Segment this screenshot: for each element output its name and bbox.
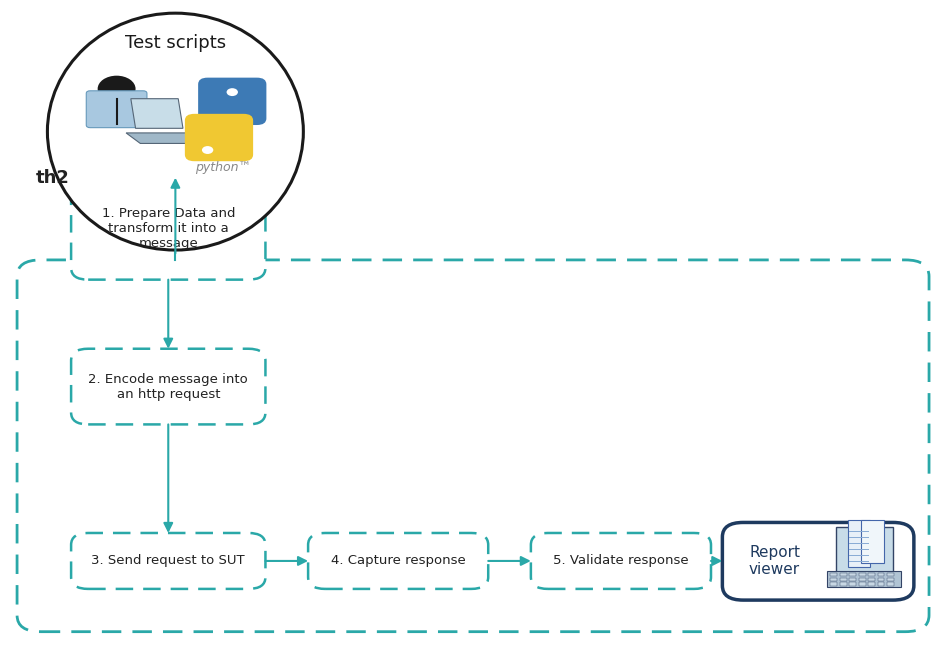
FancyBboxPatch shape [722, 522, 914, 600]
FancyBboxPatch shape [859, 578, 866, 581]
FancyBboxPatch shape [531, 533, 711, 589]
FancyBboxPatch shape [849, 573, 856, 576]
FancyBboxPatch shape [868, 582, 875, 586]
FancyBboxPatch shape [849, 578, 856, 581]
FancyBboxPatch shape [840, 578, 847, 581]
FancyBboxPatch shape [836, 527, 893, 572]
FancyBboxPatch shape [71, 533, 265, 589]
FancyBboxPatch shape [830, 578, 837, 581]
FancyBboxPatch shape [71, 178, 265, 280]
FancyBboxPatch shape [840, 582, 847, 586]
FancyBboxPatch shape [840, 573, 847, 576]
FancyBboxPatch shape [887, 582, 894, 586]
FancyBboxPatch shape [830, 582, 837, 586]
Text: 4. Capture response: 4. Capture response [331, 555, 465, 567]
FancyBboxPatch shape [878, 573, 884, 576]
FancyBboxPatch shape [71, 349, 265, 424]
FancyBboxPatch shape [827, 571, 901, 587]
FancyBboxPatch shape [868, 573, 875, 576]
FancyBboxPatch shape [887, 573, 894, 576]
FancyBboxPatch shape [849, 582, 856, 586]
FancyBboxPatch shape [198, 78, 266, 125]
Text: python™: python™ [194, 161, 251, 174]
Text: 2. Encode message into
an http request: 2. Encode message into an http request [88, 372, 248, 401]
FancyBboxPatch shape [859, 582, 866, 586]
Text: th2: th2 [36, 168, 70, 187]
Circle shape [98, 76, 136, 102]
Text: 1. Prepare Data and
transform it into a
message: 1. Prepare Data and transform it into a … [101, 207, 235, 250]
Text: 5. Validate response: 5. Validate response [553, 555, 689, 567]
Polygon shape [126, 133, 202, 143]
Text: Test scripts: Test scripts [125, 34, 226, 52]
Text: 3. Send request to SUT: 3. Send request to SUT [91, 555, 246, 567]
Circle shape [227, 88, 238, 96]
Circle shape [202, 146, 213, 154]
FancyBboxPatch shape [868, 578, 875, 581]
FancyBboxPatch shape [848, 520, 870, 567]
Polygon shape [131, 99, 183, 128]
FancyBboxPatch shape [878, 582, 884, 586]
FancyBboxPatch shape [887, 578, 894, 581]
FancyBboxPatch shape [830, 573, 837, 576]
FancyBboxPatch shape [859, 573, 866, 576]
FancyBboxPatch shape [308, 533, 488, 589]
FancyBboxPatch shape [861, 520, 884, 563]
Ellipse shape [47, 13, 303, 250]
Text: Report
viewer: Report viewer [749, 545, 800, 578]
FancyBboxPatch shape [878, 578, 884, 581]
FancyBboxPatch shape [17, 260, 929, 632]
FancyBboxPatch shape [86, 91, 147, 128]
FancyBboxPatch shape [185, 114, 253, 161]
